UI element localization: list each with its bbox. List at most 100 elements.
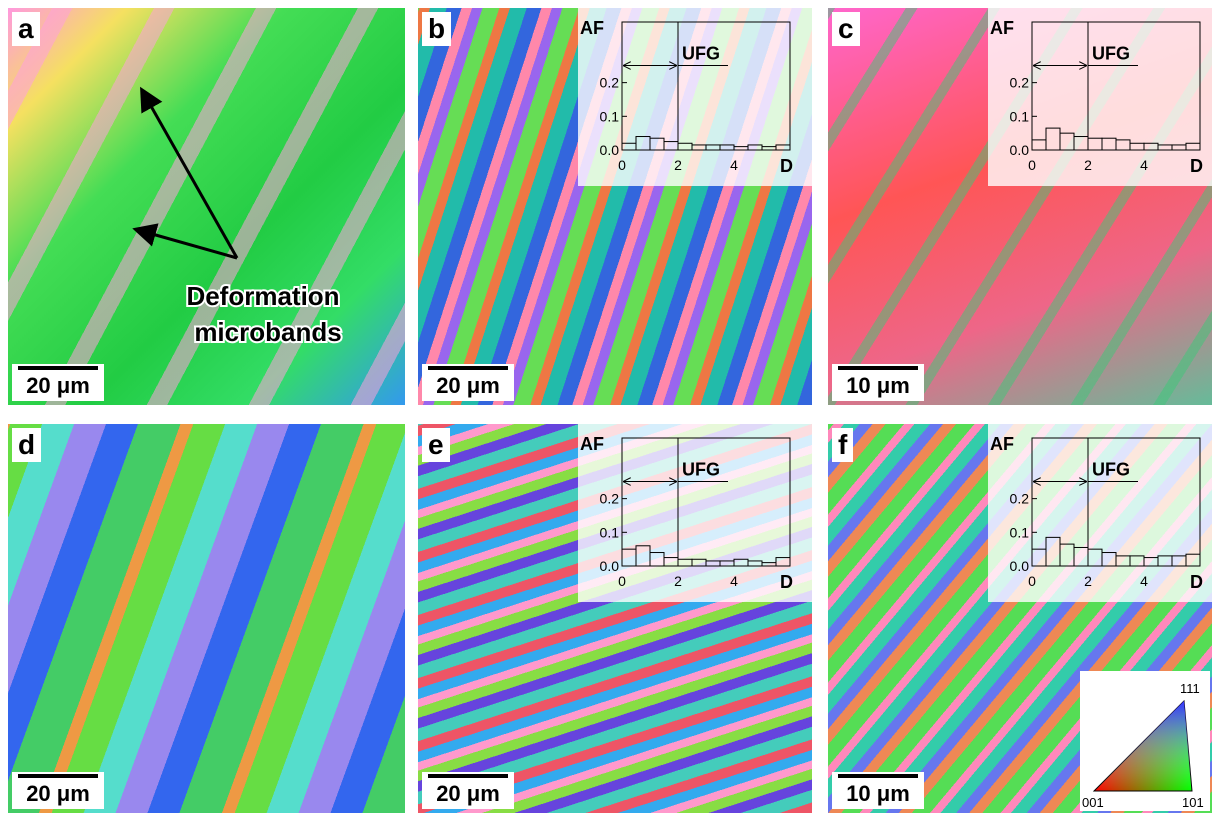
x-tick-label: 0	[618, 573, 626, 589]
y-axis-label: AF	[580, 18, 604, 38]
scale-bar: 20 μm	[12, 772, 104, 809]
x-axis-label: D	[1190, 156, 1203, 176]
y-tick-label: 0.1	[600, 108, 620, 124]
bar	[649, 137, 665, 151]
bar	[1171, 555, 1187, 567]
x-tick-label: 0	[618, 157, 626, 173]
annotation: microbands	[194, 317, 341, 347]
scale-bar-text: 10 μm	[846, 781, 910, 806]
color-key: 111 001 101	[1080, 671, 1210, 811]
annotation: UFG	[682, 460, 720, 480]
bar	[775, 557, 791, 567]
y-tick-label: 0.0	[600, 558, 620, 574]
y-axis-label: AF	[990, 18, 1014, 38]
bar	[1031, 548, 1047, 567]
x-tick-label: 4	[1140, 157, 1148, 173]
scale-bar: 10 μm	[832, 772, 924, 809]
bar	[719, 144, 735, 151]
annotation: UFG	[682, 44, 720, 64]
x-tick-label: 2	[674, 573, 682, 589]
annotation: UFG	[1092, 460, 1130, 480]
bar	[1185, 142, 1201, 151]
scale-bar-line	[428, 366, 508, 370]
key-label: 001	[1082, 795, 1104, 810]
y-axis-label: AF	[580, 434, 604, 454]
plot-frame	[1031, 437, 1201, 567]
x-axis-label: D	[780, 572, 793, 592]
bar	[705, 560, 721, 567]
y-tick-label: 0.0	[1010, 558, 1030, 574]
y-tick-label: 0.2	[600, 491, 620, 507]
bar	[621, 548, 637, 567]
x-tick-label: 2	[674, 157, 682, 173]
bar	[705, 144, 721, 151]
x-tick-label: 0	[1028, 573, 1036, 589]
y-tick-label: 0.2	[600, 75, 620, 91]
bar	[1087, 548, 1103, 567]
bar	[649, 552, 665, 567]
y-tick-label: 0.2	[1010, 491, 1030, 507]
annotation: UFG	[1092, 44, 1130, 64]
panel: d 20 μm	[8, 424, 405, 813]
bar	[663, 557, 679, 567]
x-tick-label: 2	[1084, 157, 1092, 173]
bar	[663, 141, 679, 151]
bar	[1157, 144, 1173, 151]
scale-bar: 20 μm	[422, 364, 514, 401]
triangle	[1094, 701, 1192, 791]
plot-frame	[621, 21, 791, 151]
bar	[1073, 136, 1089, 151]
bar	[1143, 142, 1159, 151]
scale-bar-line	[838, 366, 918, 370]
bar	[775, 144, 791, 151]
bar	[691, 558, 707, 567]
inset-chart: 0 2 4 0.0 0.1 0.2 UFG AF D	[578, 424, 812, 602]
scale-bar: 20 μm	[12, 364, 104, 401]
scale-bar-line	[18, 774, 98, 778]
bar	[1031, 139, 1047, 151]
bar	[691, 144, 707, 151]
bar	[1045, 536, 1061, 567]
bar	[635, 545, 651, 567]
bar	[635, 136, 651, 151]
arrows: Deformation microbands	[132, 86, 344, 349]
y-axis-label: AF	[990, 434, 1014, 454]
bar	[1171, 144, 1187, 151]
scale-bar-text: 10 μm	[846, 373, 910, 398]
panel: Deformation microbands a 20 μm	[8, 8, 405, 405]
x-tick-label: 0	[1028, 157, 1036, 173]
panel-label: e	[422, 428, 450, 462]
bar	[1115, 139, 1131, 151]
bar	[1101, 137, 1117, 151]
bar	[1185, 553, 1201, 567]
x-tick-label: 4	[730, 573, 738, 589]
x-tick-label: 4	[1140, 573, 1148, 589]
bar	[1143, 557, 1159, 567]
bar	[733, 146, 749, 151]
x-tick-label: 4	[730, 157, 738, 173]
bar	[1129, 142, 1145, 151]
bar	[1157, 555, 1173, 567]
bar	[719, 560, 735, 567]
bar	[1101, 552, 1117, 567]
bar	[1059, 132, 1075, 151]
panel-label: b	[422, 12, 452, 46]
panel-label: f	[832, 428, 854, 462]
scale-bar-text: 20 μm	[26, 781, 90, 806]
y-tick-label: 0.1	[600, 524, 620, 540]
y-tick-label: 0.2	[1010, 75, 1030, 91]
scale-bar: 20 μm	[422, 772, 514, 809]
arrow	[140, 86, 239, 259]
bar	[747, 144, 763, 151]
bar	[747, 560, 763, 567]
y-tick-label: 0.0	[600, 142, 620, 158]
arrow	[132, 223, 238, 260]
bar	[1059, 543, 1075, 567]
bar	[761, 146, 777, 151]
inset-chart: 0 2 4 0.0 0.1 0.2 UFG AF D	[578, 8, 812, 186]
bar	[1115, 555, 1131, 567]
panel-label: a	[12, 12, 40, 46]
panel-label: c	[832, 12, 860, 46]
panel-label: d	[12, 428, 42, 462]
